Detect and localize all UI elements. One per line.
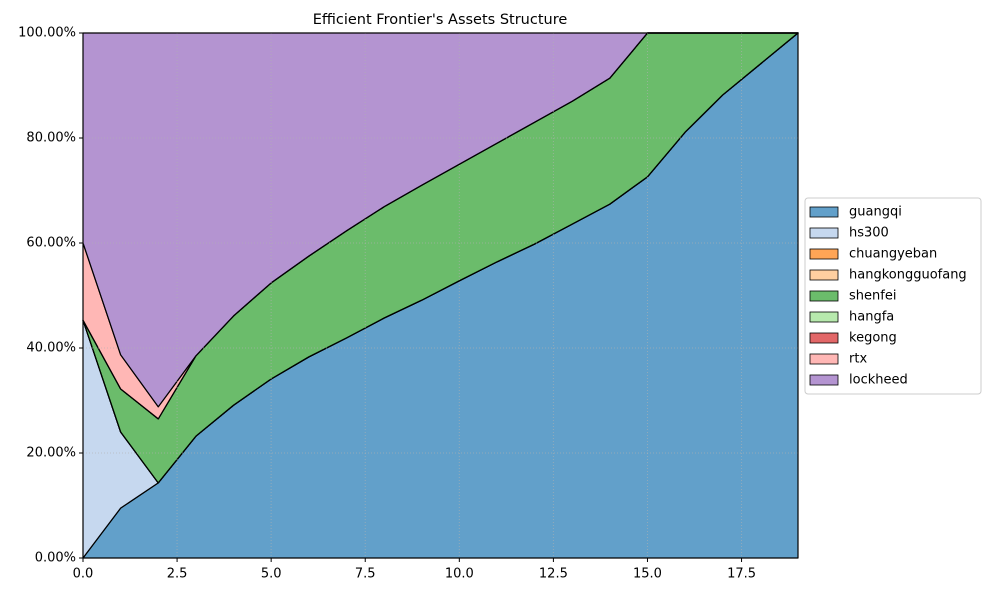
legend-swatch	[809, 353, 839, 365]
legend-label: hs300	[849, 226, 889, 241]
legend-label: kegong	[849, 331, 897, 346]
legend-swatch	[809, 248, 839, 260]
x-tick-label: 5.0	[261, 567, 282, 582]
legend-box	[804, 197, 982, 395]
x-tick-label: 7.5	[355, 567, 376, 582]
legend-swatch	[809, 269, 839, 281]
legend-label: chuangyeban	[849, 247, 937, 262]
legend-swatch	[809, 206, 839, 218]
y-tick-label: 60.00%	[26, 236, 76, 251]
legend-label: lockheed	[849, 373, 908, 388]
legend-swatch	[809, 290, 839, 302]
legend-label: shenfei	[849, 289, 896, 304]
legend-label: hangfa	[849, 310, 894, 325]
x-tick-label: 10.0	[445, 567, 474, 582]
legend-swatch	[809, 374, 839, 386]
y-tick-label: 100.00%	[18, 26, 76, 41]
legend-label: rtx	[849, 352, 867, 367]
x-tick-label: 15.0	[633, 567, 662, 582]
legend-swatch	[809, 311, 839, 323]
x-tick-label: 12.5	[539, 567, 568, 582]
chart-title: Efficient Frontier's Assets Structure	[313, 12, 568, 28]
legend-swatch	[809, 332, 839, 344]
legend-label: guangqi	[849, 205, 902, 220]
y-tick-label: 0.00%	[35, 551, 76, 566]
y-tick-label: 80.00%	[26, 131, 76, 146]
x-tick-label: 2.5	[167, 567, 188, 582]
legend-label: hangkongguofang	[849, 268, 967, 283]
plot-frame	[82, 32, 799, 559]
y-tick-label: 20.00%	[26, 446, 76, 461]
x-tick-label: 0.0	[73, 567, 94, 582]
x-tick-label: 17.5	[727, 567, 756, 582]
legend-swatch	[809, 227, 839, 239]
y-tick-label: 40.00%	[26, 341, 76, 356]
